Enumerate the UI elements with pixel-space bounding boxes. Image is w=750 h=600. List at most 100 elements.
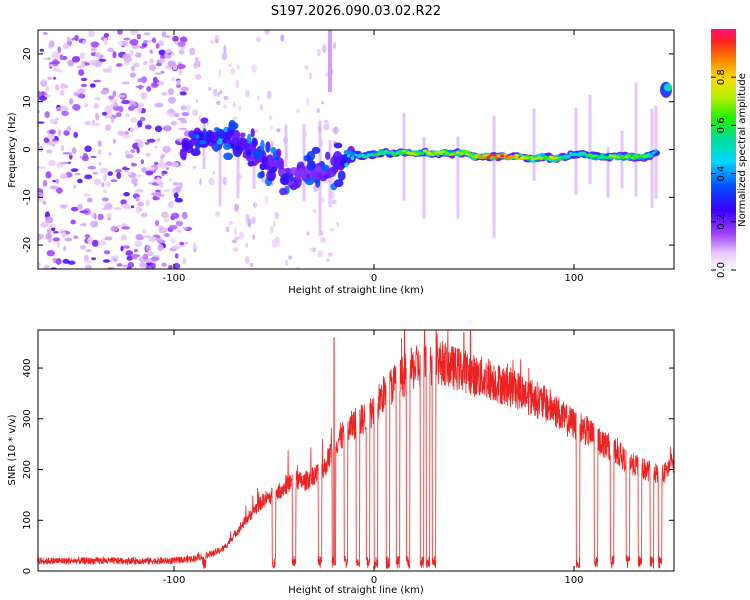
heatmap-cell [189,138,197,146]
heatmap-cell [438,151,443,155]
colorbar-tick-label: 0.0 [716,262,727,278]
heatmap-cell [589,156,594,159]
heatmap-cell [121,167,131,170]
heatmap-cell [98,162,102,166]
heatmap-cell [131,254,141,258]
heatmap-cell [150,262,156,269]
heatmap-cell [620,155,626,158]
heatmap-cell [84,145,92,153]
heatmap-cell [74,172,81,176]
heatmap-cell [112,255,120,258]
heatmap-cell [121,226,131,230]
heatmap-cell [67,260,76,265]
heatmap-cell [232,102,235,108]
heatmap-cell [311,146,321,154]
heatmap-cell [165,48,172,54]
heatmap-cell [146,86,152,92]
heatmap-cell [49,118,58,125]
heatmap-cell [42,200,47,205]
heatmap-cell [129,39,139,46]
heatmap-cell [167,60,176,67]
heatmap-cell [103,259,110,263]
heatmap-cell [545,156,550,159]
heatmap-cell [160,70,165,74]
heatmap-cell [182,226,188,230]
heatmap-cell [137,142,144,148]
heatmap-cell [133,248,139,253]
heatmap-cell [170,161,180,168]
y-tick-label: 100 [22,511,33,530]
heatmap-cell [51,61,61,65]
heatmap-cell [133,62,140,68]
heatmap-cell [184,241,188,245]
heatmap-cell [380,150,385,153]
heatmap-cell [130,117,138,123]
heatmap-cell [223,126,228,133]
heatmap-cell [44,111,50,119]
heatmap-cell [55,178,60,184]
heatmap-cell [124,131,129,136]
heatmap-cell [168,264,173,269]
heatmap-cell [102,111,108,116]
heatmap-cell [179,241,184,246]
heatmap-cell [66,36,71,42]
heatmap-cell [84,234,91,238]
heatmap-cell [182,257,187,265]
heatmap-cell [161,173,165,177]
heatmap-cell [238,231,245,240]
heatmap-streak [634,82,638,197]
heatmap-cell [323,123,330,131]
heatmap-cell [495,156,499,159]
heatmap-cell [62,258,70,264]
heatmap-cell [56,107,61,111]
heatmap-cell [154,145,158,149]
heatmap-cell [174,198,184,203]
heatmap-cell [179,148,187,160]
heatmap-cell [97,140,102,147]
heatmap-cell [178,127,188,131]
heatmap-cell [177,63,183,70]
heatmap-cell [70,168,79,173]
heatmap-cell [95,112,100,121]
heatmap-cell [98,58,107,62]
heatmap-cell [551,157,555,160]
heatmap-cell [189,47,196,56]
heatmap-cell [118,94,126,98]
heatmap-cell [86,197,93,203]
heatmap-cell [168,108,175,114]
heatmap-cell [124,150,130,156]
heatmap-cell [129,49,135,56]
heatmap-cell [154,102,164,108]
heatmap-cell [46,228,52,234]
colorbar: 0.0 0.2 0.4 0.6 0.8 Normalized spectral ampl… [711,29,748,278]
heatmap-cell [140,212,148,218]
heatmap-cell [213,88,218,97]
heatmap-cell [161,211,169,219]
heatmap-cell [127,262,135,268]
heatmap-cell [270,126,273,130]
heatmap-cell [163,218,170,223]
snr-panel: -100 0 100 0 100 200 300 400 Height of straigh… [7,329,675,596]
heatmap-cell [125,113,130,118]
heatmap-cell [587,153,593,157]
heatmap-cell [251,216,256,224]
heatmap-cell [232,247,239,252]
x-tick-label: 0 [371,575,377,586]
heatmap-cell [127,172,132,176]
heatmap-cell [110,256,114,263]
colorbar-tick-label: 0.8 [716,69,727,85]
heatmap-cell [116,172,122,179]
heatmap-cell [223,104,227,109]
snr-y-ticks: 0 100 200 300 400 [22,359,674,574]
heatmap-cell [94,96,101,101]
heatmap-cell [147,251,154,257]
heatmap-cell [103,250,111,255]
heatmap-cell [107,47,115,53]
heatmap-cell [168,224,178,230]
heatmap-cell [92,172,99,175]
heatmap-cell [209,40,214,44]
heatmap-cell [137,201,144,207]
heatmap-cell [60,145,65,152]
heatmap-cell [357,154,363,157]
